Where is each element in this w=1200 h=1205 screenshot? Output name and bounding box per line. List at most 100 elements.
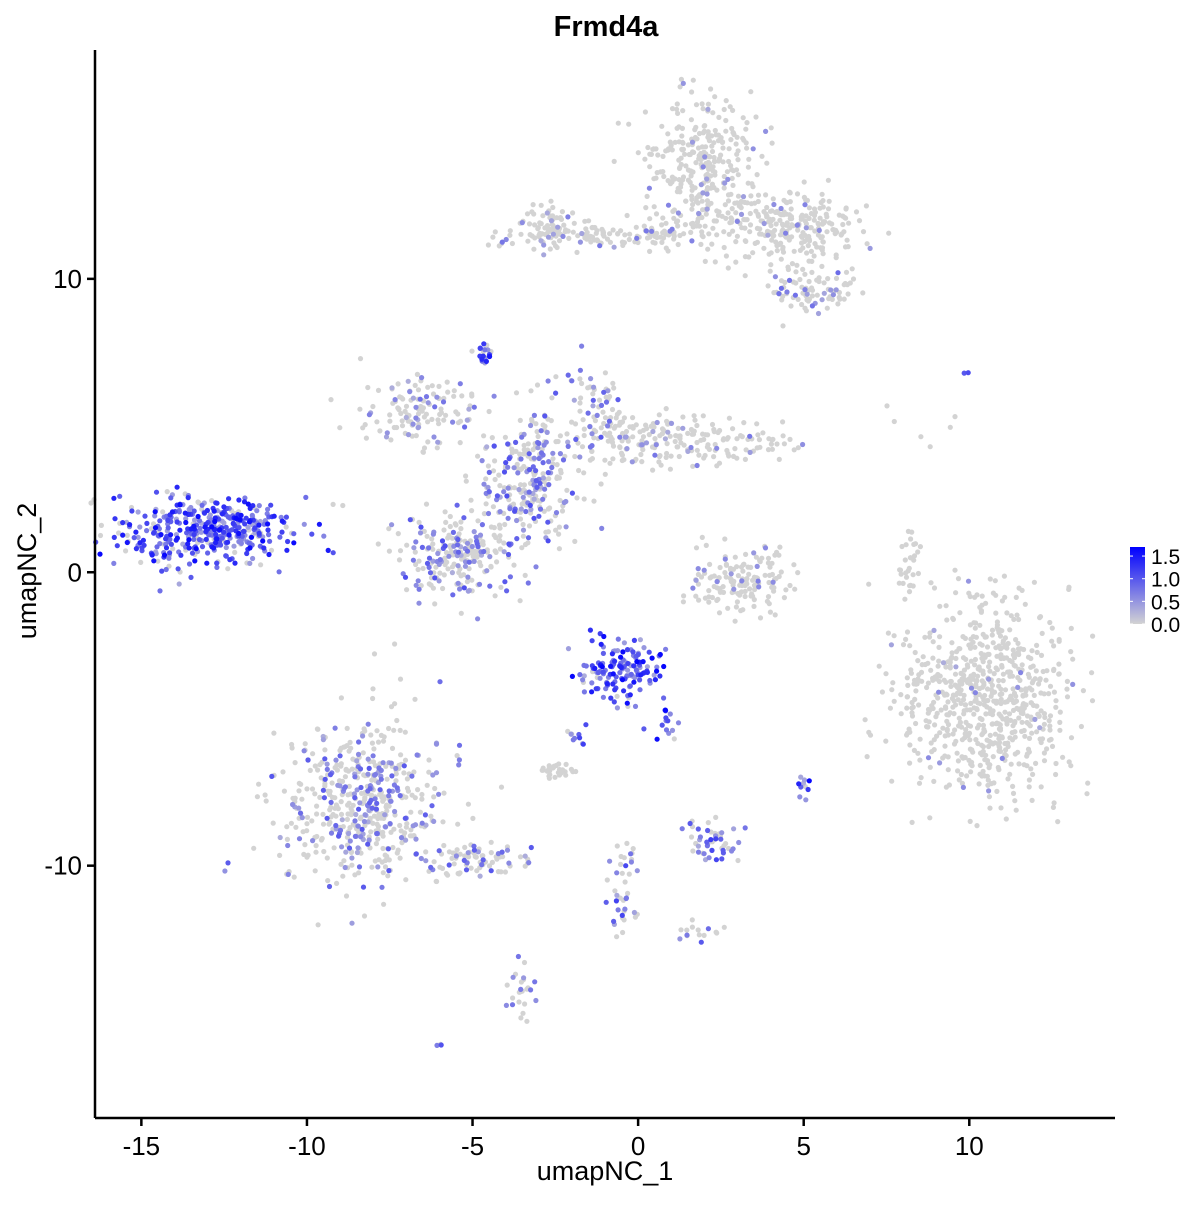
cell-point (942, 704, 949, 710)
cell-point (796, 781, 802, 787)
cell-point (918, 669, 925, 676)
cell-point (609, 651, 616, 657)
cell-point (151, 530, 157, 536)
cell-point (415, 411, 422, 417)
cell-point (426, 757, 432, 763)
cell-point (689, 431, 695, 437)
cell-point (163, 536, 169, 542)
cell-point (317, 794, 323, 801)
cell-point (630, 649, 636, 655)
cell-point (651, 672, 657, 678)
cell-point (520, 494, 526, 500)
cell-point (507, 232, 513, 238)
cell-point (1014, 612, 1020, 618)
cell-point (946, 782, 953, 788)
cell-point (254, 508, 260, 514)
cell-point (464, 548, 471, 554)
cell-point (743, 578, 749, 584)
cell-point (702, 223, 708, 229)
cell-point (730, 182, 736, 188)
cell-point (662, 436, 669, 442)
cell-point (602, 415, 609, 421)
cell-point (97, 551, 103, 557)
cell-point (312, 763, 318, 769)
cell-point (485, 463, 491, 469)
cell-point (237, 517, 243, 523)
cell-point (541, 508, 547, 514)
cell-point (577, 672, 583, 678)
cell-point (346, 845, 353, 851)
cell-point (713, 857, 720, 863)
cell-point (412, 382, 418, 388)
cell-point (1070, 656, 1076, 662)
cell-point (919, 678, 925, 684)
cell-point (647, 677, 653, 684)
cell-point (624, 446, 630, 452)
cell-point (1008, 613, 1014, 619)
cell-point (412, 549, 418, 555)
cell-point (112, 516, 118, 522)
cell-point (1021, 646, 1027, 653)
cell-point (446, 862, 452, 868)
cell-point (441, 527, 447, 533)
cell-point (422, 812, 428, 818)
cell-point (891, 633, 897, 639)
cell-point (632, 914, 639, 920)
cell-point (697, 834, 704, 840)
cell-point (1090, 633, 1096, 639)
cell-point (631, 663, 637, 669)
cell-point (488, 868, 494, 874)
cell-point (730, 228, 736, 234)
cell-point (493, 534, 499, 541)
cell-point (518, 456, 524, 462)
cell-point (241, 499, 248, 505)
cell-point (540, 496, 546, 502)
cell-point (225, 566, 231, 572)
cell-point (957, 646, 963, 652)
cell-point (138, 559, 144, 566)
cell-point (1041, 721, 1047, 727)
cell-point (584, 236, 590, 242)
cell-point (982, 773, 988, 779)
cell-point (1005, 669, 1011, 675)
cell-point (898, 692, 904, 698)
cell-point (319, 759, 325, 765)
cell-point (694, 422, 700, 429)
cell-point (723, 128, 729, 134)
cell-point (492, 229, 498, 235)
cell-point (1019, 662, 1025, 668)
cell-point (904, 732, 910, 738)
cell-point (973, 737, 979, 743)
cell-point (446, 532, 452, 538)
cell-point (860, 229, 867, 235)
cell-point (918, 434, 924, 440)
cell-point (530, 464, 536, 470)
cell-point (609, 406, 616, 413)
cell-point (1000, 678, 1006, 684)
cell-point (716, 158, 722, 164)
cell-point (913, 688, 919, 694)
cell-point (622, 434, 629, 440)
cell-point (618, 861, 624, 868)
cell-point (380, 738, 387, 744)
cell-point (366, 765, 372, 772)
cell-point (704, 176, 710, 182)
cell-point (986, 743, 992, 750)
cell-point (816, 275, 822, 281)
cell-point (533, 997, 539, 1004)
cell-point (413, 851, 419, 857)
cell-point (820, 239, 826, 245)
cell-point (568, 731, 574, 737)
cell-point (1010, 647, 1016, 653)
cell-point (1010, 790, 1017, 797)
cell-point (774, 243, 780, 249)
cell-point (384, 430, 390, 436)
cell-point (418, 855, 424, 862)
cell-point (939, 689, 945, 695)
cell-point (488, 563, 494, 570)
cell-point (722, 180, 728, 186)
cell-point (728, 576, 734, 582)
cell-point (675, 210, 682, 216)
cell-point (555, 438, 561, 445)
cell-point (456, 742, 463, 748)
